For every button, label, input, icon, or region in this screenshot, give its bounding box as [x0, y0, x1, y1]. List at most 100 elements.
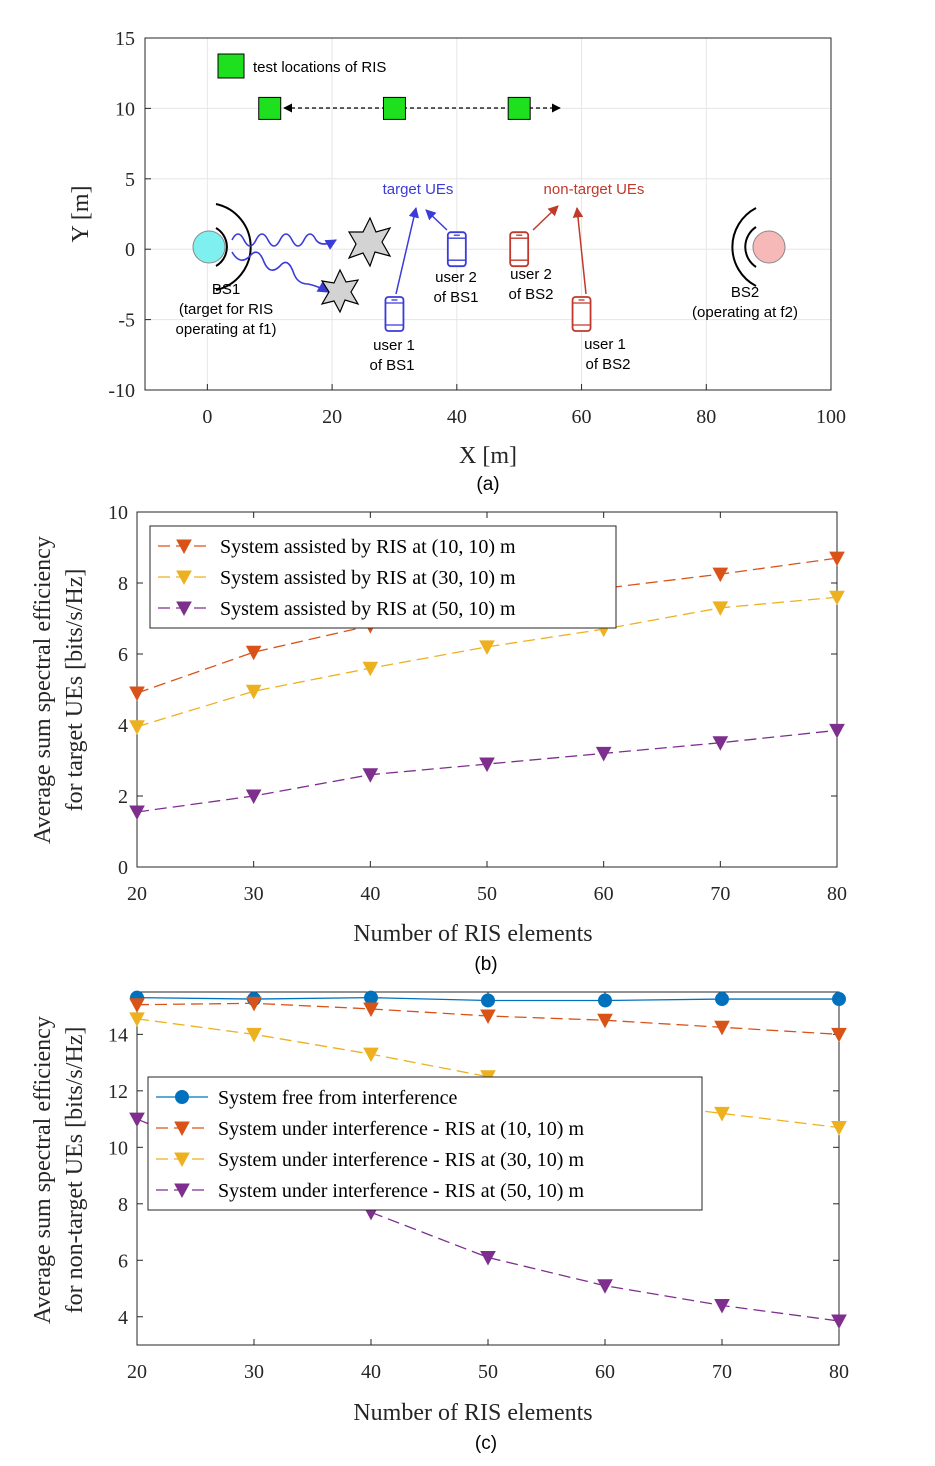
panel-c-series [129, 990, 847, 1330]
data-point [246, 1027, 262, 1043]
panel-a-y-tick-label: 15 [115, 28, 135, 50]
svg-text:BS1: BS1 [212, 281, 240, 298]
bs2-wave-inner [744, 226, 757, 268]
phone-icon [571, 296, 592, 332]
data-point [362, 768, 379, 783]
user2-bs1-label: of BS1 [433, 289, 478, 306]
y-tick-label: 10 [108, 502, 128, 524]
data-point [714, 1106, 730, 1122]
user-labels: user 1 of BS1 user 2 of BS1 user 2 of BS… [369, 266, 630, 374]
panel-a-axes-box [144, 37, 832, 391]
x-tick-label: 70 [710, 883, 730, 905]
x-tick-label: 80 [827, 883, 847, 905]
user1-bs1-label: user 1 [373, 337, 415, 354]
data-point [831, 1027, 847, 1043]
x-tick-label: 60 [594, 883, 614, 905]
ris-location-marker [507, 96, 531, 120]
legend-label: System assisted by RIS at (50, 10) m [220, 598, 516, 620]
x-tick-label: 30 [244, 883, 264, 905]
phone-body [446, 231, 467, 268]
legend-marker [174, 1121, 190, 1137]
data-point [129, 1112, 145, 1128]
data-point [129, 686, 145, 702]
x-tick-label: 60 [595, 1361, 615, 1383]
x-tick-label: 50 [477, 883, 497, 905]
x-tick-label: 40 [361, 1361, 381, 1383]
data-point [480, 1250, 496, 1266]
bs1-wave-inner [215, 227, 228, 267]
panel-a-x-tick-label: 40 [447, 406, 467, 428]
panel-b-ylabel: for target UEs [bits/s/Hz] [62, 569, 88, 812]
x-tick-label: 40 [360, 883, 380, 905]
legend-label: System free from interference [218, 1087, 457, 1109]
y-tick-label: 6 [118, 644, 128, 666]
data-point [829, 590, 845, 606]
panel-b-legend: System assisted by RIS at (10, 10) m Syst… [149, 525, 617, 629]
x-tick-label: 30 [244, 1361, 264, 1383]
bs2-circle [752, 230, 786, 264]
panel-b-ylabel: Average sum spectral efficiency [30, 536, 56, 844]
data-point [245, 789, 262, 805]
scatterer-icon [320, 268, 360, 314]
legend-marker [176, 539, 192, 555]
nontarget-arrow-user1 [572, 206, 587, 295]
data-point [829, 723, 845, 739]
scatterer-icon [347, 216, 392, 268]
data-point [598, 993, 612, 1008]
data-point [597, 1279, 613, 1294]
panel-a-x-tick-label: 100 [816, 406, 846, 428]
data-point [362, 661, 379, 677]
legend-marker [175, 1090, 189, 1104]
data-point [712, 601, 729, 616]
data-point [129, 1012, 145, 1027]
panel-a-y-tick-label: 5 [125, 169, 135, 191]
data-point [479, 757, 495, 773]
data-point [712, 567, 729, 583]
data-point [245, 684, 262, 700]
y-tick-label: 12 [108, 1081, 128, 1103]
user2-bs2-label: user 2 [510, 266, 552, 283]
data-point [597, 1013, 613, 1029]
bs2-wave-outer [731, 207, 757, 287]
panel-a-label: (a) [476, 474, 499, 495]
legend-label: System under interference - RIS at (30, … [218, 1149, 584, 1171]
legend-label: System under interference - RIS at (50, … [218, 1180, 584, 1202]
panel-a-x-tick-label: 20 [322, 406, 342, 428]
bs1-circle [192, 230, 226, 264]
data-point [832, 992, 846, 1007]
phone-body [384, 296, 405, 332]
legend-marker [174, 1152, 190, 1168]
y-tick-label: 4 [118, 1307, 128, 1329]
x-tick-label: 20 [127, 1361, 147, 1383]
phone-icon [446, 231, 467, 268]
panel-c-nontarget-se-chart: 20 30 40 50 60 70 80 4 6 8 10 12 14 System free from… [30, 990, 849, 1454]
y-tick-label: 8 [118, 573, 128, 595]
ris-location-marker [382, 96, 406, 120]
user1-bs2-label: user 1 [584, 336, 626, 353]
panel-b-target-se-chart: 20 30 40 50 60 70 80 0 2 4 6 8 10 System assisted by… [30, 502, 847, 975]
panel-a-ylabel: Y [m] [68, 185, 94, 242]
panel-b-xlabel: Number of RIS elements [353, 921, 592, 947]
target-arrow-user2 [425, 209, 448, 231]
nontarget-arrow-user2 [532, 205, 559, 231]
data-point [363, 1047, 379, 1063]
data-point [481, 993, 495, 1008]
panel-a-xlabel: X [m] [459, 443, 517, 469]
panel-a-y-tick-label: 10 [115, 98, 135, 120]
data-point [831, 1121, 847, 1136]
y-tick-label: 6 [118, 1250, 128, 1272]
bs1-signal-upper [231, 233, 337, 250]
ris-locations [258, 96, 531, 120]
panel-c-legend: System free from interference System unde… [147, 1076, 703, 1211]
panel-a-y-tick-label: -5 [118, 310, 135, 332]
y-tick-label: 10 [108, 1137, 128, 1159]
panel-a-y-tick-label: -10 [108, 380, 135, 402]
panel-b-label: (b) [474, 954, 497, 975]
nontarget-ues-label: non-target UEs [544, 181, 645, 198]
data-point [479, 640, 495, 655]
x-tick-label: 70 [712, 1361, 732, 1383]
bs2-label: BS2 (operating at f2) [692, 284, 798, 321]
data-point [480, 1009, 496, 1025]
